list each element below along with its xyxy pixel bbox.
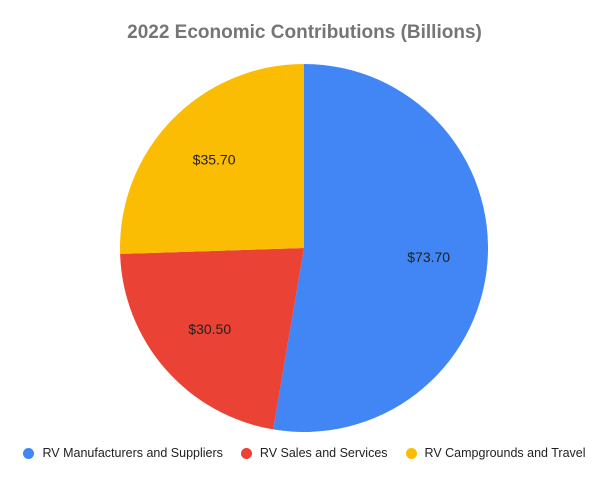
legend-label: RV Sales and Services	[259, 446, 388, 460]
legend-swatch	[23, 447, 35, 459]
chart-title: 2022 Economic Contributions (Billions)	[127, 22, 482, 43]
legend-swatch	[240, 447, 252, 459]
chart-legend: RV Manufacturers and Suppliers RV Sales a…	[0, 446, 609, 460]
slice-data-label: $35.70	[193, 152, 236, 168]
legend-item[interactable]: RV Manufacturers and Suppliers	[23, 446, 223, 460]
legend-label: RV Manufacturers and Suppliers	[42, 446, 223, 460]
slice-data-label: $30.50	[188, 321, 231, 337]
legend-label: RV Campgrounds and Travel	[424, 446, 586, 460]
slice-data-label: $73.70	[407, 249, 450, 265]
pie-slice[interactable]	[120, 64, 304, 254]
pie-slice[interactable]	[120, 248, 304, 430]
pie-slice[interactable]	[273, 64, 489, 432]
legend-item[interactable]: RV Campgrounds and Travel	[405, 446, 586, 460]
legend-swatch	[405, 447, 417, 459]
legend-item[interactable]: RV Sales and Services	[240, 446, 388, 460]
